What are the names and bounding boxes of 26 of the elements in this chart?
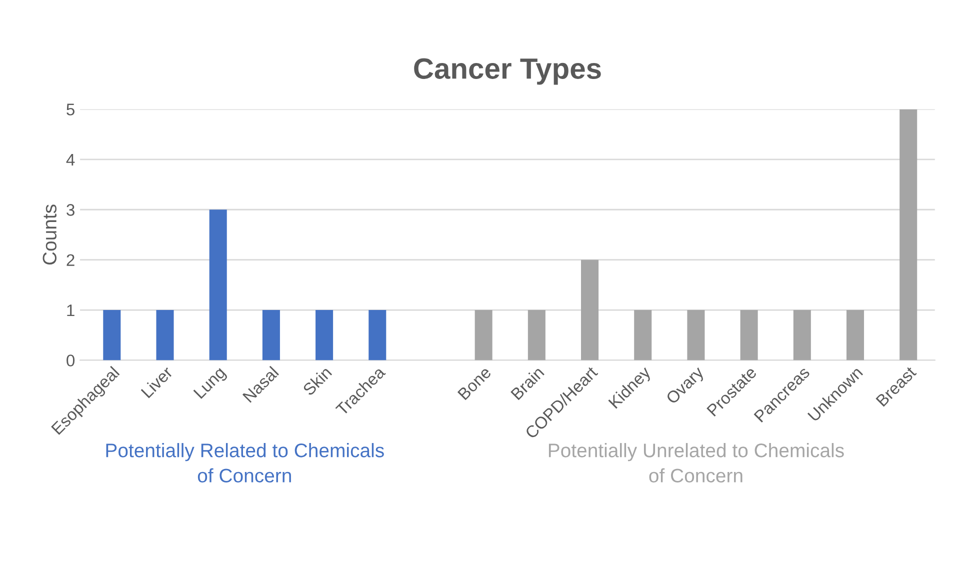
y-tick-label: 3 (66, 204, 74, 216)
y-tick-label: 2 (66, 254, 74, 266)
bar (900, 109, 918, 360)
bar (368, 310, 386, 360)
bar (740, 310, 758, 360)
bar (846, 310, 864, 360)
bar (103, 310, 121, 360)
chart-title: Cancer Types (414, 58, 601, 85)
bar (581, 260, 599, 360)
bar (262, 310, 280, 360)
y-tick-label: 4 (66, 154, 75, 166)
bar (316, 310, 334, 360)
y-tick-label: 1 (67, 304, 74, 316)
bar (209, 210, 227, 360)
text: Potentially Related to Chemicals of Concern (106, 443, 384, 482)
text: Potentially Unrelated to Chemicals of Concern (548, 443, 844, 482)
bar (793, 310, 811, 360)
bar (156, 310, 174, 360)
y-tick-label: 0 (66, 354, 75, 366)
x-tick-label: Skin (302, 366, 332, 396)
bar (474, 310, 492, 360)
bar (687, 310, 705, 360)
bar (528, 310, 546, 360)
y-axis-title: Counts (42, 204, 57, 265)
y-tick-label: 5 (66, 104, 74, 116)
bar (634, 310, 652, 360)
